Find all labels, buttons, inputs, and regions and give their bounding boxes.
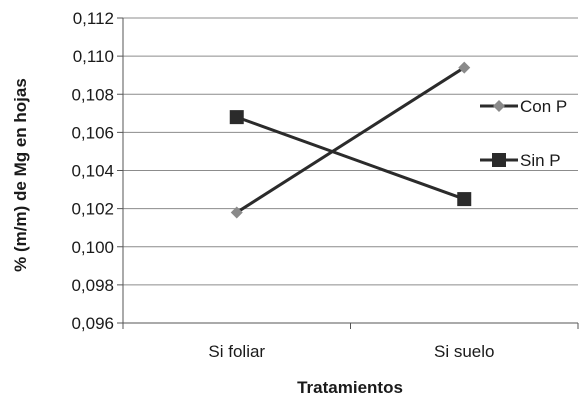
series <box>229 61 472 219</box>
y-tick-label: 0,096 <box>71 314 114 333</box>
legend-label-con-p: Con P <box>520 97 567 116</box>
series-line-sin-p <box>236 115 465 201</box>
legend-label-sin-p: Sin P <box>520 151 561 170</box>
x-tick-label: Si suelo <box>434 342 494 361</box>
data-point-sin-p <box>229 110 244 125</box>
data-point-sin-p <box>457 192 472 207</box>
y-tick-label: 0,110 <box>73 47 114 66</box>
y-tick-label: 0,108 <box>71 85 114 104</box>
y-tick-label: 0,112 <box>73 9 114 28</box>
series-line-con-p <box>235 66 466 214</box>
y-tick-label: 0,104 <box>71 162 114 181</box>
legend: Con P Sin P <box>480 97 567 170</box>
x-axis-title: Tratamientos <box>297 378 403 397</box>
axes <box>117 17 579 329</box>
y-tick-labels: 0,096 0,098 0,100 0,102 0,104 0,106 0,108 0,110… <box>71 9 114 333</box>
x-tick-label: Si foliar <box>208 342 265 361</box>
y-axis-title: % (m/m) de Mg en hojas <box>11 78 30 272</box>
data-point-con-p <box>230 206 243 219</box>
gridlines <box>123 17 578 324</box>
x-tick-labels: Si foliar Si suelo <box>208 342 494 361</box>
legend-marker-con-p <box>493 100 505 112</box>
y-tick-label: 0,106 <box>71 123 114 142</box>
data-point-con-p <box>458 61 471 74</box>
y-tick-label: 0,098 <box>71 276 114 295</box>
legend-marker-sin-p <box>492 153 506 167</box>
y-tick-label: 0,100 <box>71 238 114 257</box>
y-tick-label: 0,102 <box>71 200 114 219</box>
